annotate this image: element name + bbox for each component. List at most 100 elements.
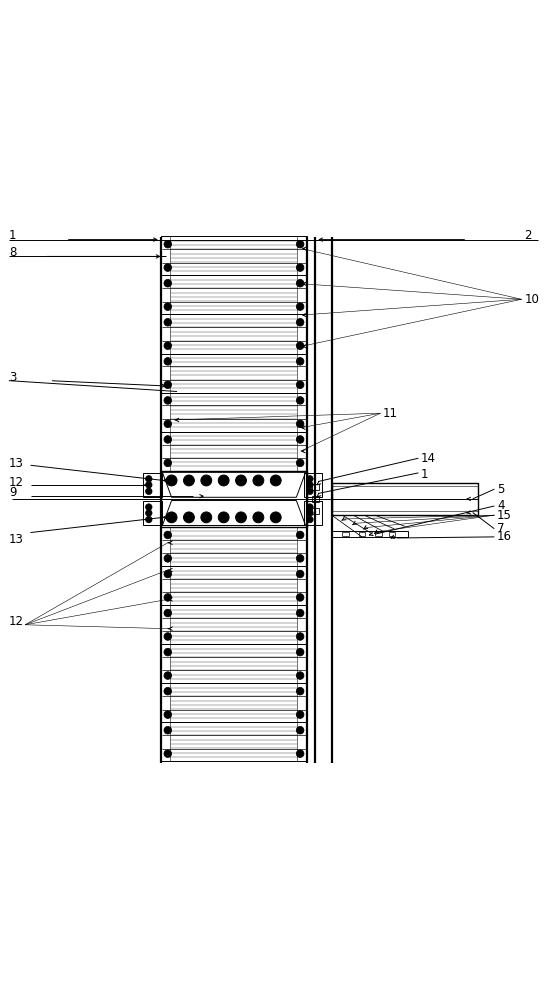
Text: 7: 7: [497, 522, 505, 535]
Circle shape: [183, 475, 194, 486]
Circle shape: [164, 648, 171, 656]
Circle shape: [296, 531, 304, 539]
Circle shape: [164, 342, 171, 350]
Text: 2: 2: [524, 229, 531, 242]
Circle shape: [236, 475, 246, 486]
Bar: [312, 508, 319, 514]
Circle shape: [253, 512, 264, 523]
Circle shape: [164, 555, 171, 562]
Text: 14: 14: [421, 452, 436, 465]
Bar: [305, 501, 323, 525]
Circle shape: [166, 475, 177, 486]
Text: 8: 8: [9, 246, 16, 259]
Bar: [305, 473, 323, 497]
Circle shape: [218, 475, 229, 486]
Circle shape: [146, 516, 152, 523]
Circle shape: [307, 488, 313, 495]
Bar: [160, 605, 307, 644]
Circle shape: [253, 475, 264, 486]
Bar: [160, 644, 307, 683]
Bar: [160, 236, 307, 275]
Circle shape: [296, 381, 304, 389]
Circle shape: [296, 459, 304, 467]
Circle shape: [296, 750, 304, 757]
Circle shape: [146, 482, 152, 488]
Circle shape: [164, 633, 171, 640]
Text: 10: 10: [524, 293, 539, 306]
Circle shape: [218, 512, 229, 523]
Circle shape: [164, 531, 171, 539]
Circle shape: [296, 264, 304, 271]
Bar: [144, 473, 162, 497]
Bar: [160, 275, 307, 314]
Circle shape: [296, 570, 304, 578]
Circle shape: [296, 648, 304, 656]
Bar: [160, 432, 307, 471]
Bar: [160, 471, 307, 527]
Circle shape: [166, 512, 177, 523]
Circle shape: [307, 482, 313, 488]
Circle shape: [296, 318, 304, 326]
Text: 11: 11: [383, 407, 398, 420]
Circle shape: [296, 240, 304, 248]
Text: 5: 5: [497, 483, 504, 496]
Bar: [332, 531, 407, 537]
Text: 12: 12: [9, 476, 24, 489]
Text: 13: 13: [9, 457, 24, 470]
Circle shape: [164, 711, 171, 718]
Text: 9: 9: [9, 486, 16, 499]
Circle shape: [164, 726, 171, 734]
Circle shape: [296, 342, 304, 350]
Circle shape: [164, 672, 171, 679]
Text: 12: 12: [9, 615, 24, 628]
Circle shape: [270, 475, 281, 486]
Bar: [343, 532, 349, 536]
Circle shape: [270, 512, 281, 523]
Circle shape: [183, 512, 194, 523]
Circle shape: [296, 711, 304, 718]
Circle shape: [201, 512, 212, 523]
Bar: [160, 314, 307, 354]
Circle shape: [296, 555, 304, 562]
Bar: [160, 393, 307, 432]
Circle shape: [296, 303, 304, 310]
Text: 1: 1: [421, 468, 429, 481]
Bar: [358, 532, 365, 536]
Circle shape: [296, 594, 304, 601]
Circle shape: [296, 633, 304, 640]
Bar: [312, 496, 319, 502]
Circle shape: [164, 240, 171, 248]
Circle shape: [164, 318, 171, 326]
Circle shape: [146, 504, 152, 510]
Bar: [160, 354, 307, 393]
Bar: [312, 484, 319, 490]
Circle shape: [164, 750, 171, 757]
Circle shape: [164, 594, 171, 601]
Circle shape: [164, 279, 171, 287]
Circle shape: [236, 512, 246, 523]
Circle shape: [307, 510, 313, 516]
Text: 3: 3: [9, 371, 16, 384]
Text: 13: 13: [9, 533, 24, 546]
Circle shape: [296, 609, 304, 617]
Bar: [388, 532, 395, 536]
Circle shape: [164, 303, 171, 310]
Circle shape: [164, 687, 171, 695]
Circle shape: [164, 420, 171, 428]
Circle shape: [296, 397, 304, 404]
Circle shape: [164, 397, 171, 404]
Circle shape: [146, 476, 152, 482]
Text: 1: 1: [9, 229, 16, 242]
Circle shape: [164, 436, 171, 443]
Circle shape: [307, 504, 313, 510]
Bar: [332, 483, 478, 515]
Circle shape: [296, 672, 304, 679]
Circle shape: [164, 459, 171, 467]
Circle shape: [296, 420, 304, 428]
Bar: [160, 566, 307, 605]
Circle shape: [307, 476, 313, 482]
Circle shape: [146, 488, 152, 495]
Circle shape: [164, 381, 171, 389]
Bar: [160, 683, 307, 722]
Circle shape: [296, 358, 304, 365]
